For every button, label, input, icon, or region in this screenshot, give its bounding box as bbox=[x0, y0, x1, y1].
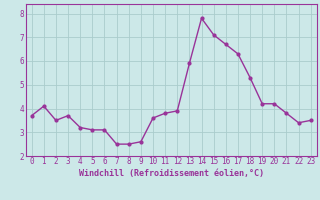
X-axis label: Windchill (Refroidissement éolien,°C): Windchill (Refroidissement éolien,°C) bbox=[79, 169, 264, 178]
